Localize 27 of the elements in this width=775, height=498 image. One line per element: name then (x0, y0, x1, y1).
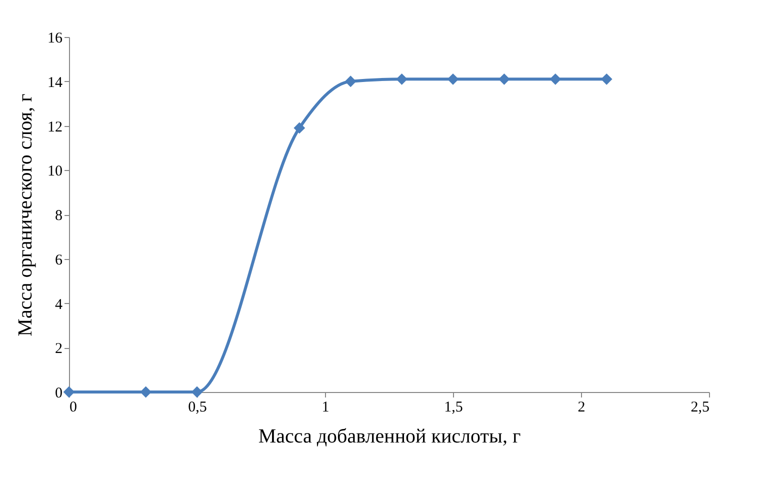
y-tick-label: 14 (48, 74, 63, 91)
y-tick-label: 0 (55, 386, 62, 402)
point (344, 76, 356, 88)
x-tick-label: 1,5 (444, 400, 463, 416)
x-tick-label: 0 (70, 400, 77, 416)
y-tick-label: 16 (48, 30, 63, 46)
y-tick-label: 2 (55, 341, 62, 358)
point (191, 386, 203, 398)
point (498, 73, 510, 85)
y-tick-label: 12 (48, 119, 62, 136)
point (294, 122, 306, 134)
x-tick-label: 0,5 (188, 400, 207, 416)
y-axis-title: Масса органического слоя, г (14, 94, 36, 336)
point (63, 386, 75, 398)
point (140, 386, 152, 398)
y-tick-label: 4 (55, 296, 63, 313)
x-axis-title: Масса добавленной кислоты, г (258, 426, 521, 448)
point (600, 73, 612, 85)
y-tick-label: 8 (55, 208, 62, 224)
point (396, 73, 408, 85)
point (550, 73, 562, 85)
point (447, 73, 459, 85)
x-tick-label: 2,5 (690, 400, 710, 416)
y-tick-label: 6 (55, 252, 63, 268)
y-tick-label: 10 (48, 164, 62, 180)
x-tick-label: 2 (578, 400, 586, 416)
x-tick-label: 1 (322, 400, 330, 416)
